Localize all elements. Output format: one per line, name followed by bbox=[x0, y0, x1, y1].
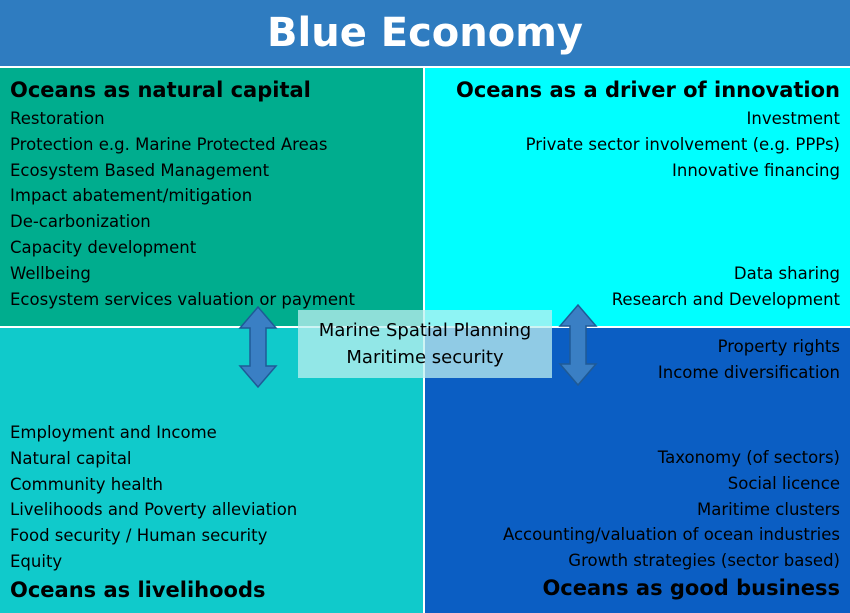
list-innovation-bottom: Data sharing Research and Development bbox=[612, 261, 840, 313]
list-item: Equity bbox=[10, 551, 63, 571]
diagram-title: Blue Economy bbox=[0, 0, 850, 68]
list-item: Income diversification bbox=[657, 362, 840, 382]
heading-business: Oceans as good business bbox=[542, 576, 840, 600]
list-item: Taxonomy (of sectors) bbox=[657, 448, 840, 467]
list-item: Wellbeing bbox=[10, 263, 91, 283]
center-shared-box: Marine Spatial Planning Maritime securit… bbox=[298, 310, 552, 378]
list-item: Research and Development bbox=[611, 289, 840, 309]
list-item: Employment and Income bbox=[10, 423, 217, 442]
list-item: Social licence bbox=[727, 473, 840, 493]
list-innovation-top: Investment Private sector involvement (e… bbox=[526, 106, 840, 183]
list-item: Impact abatement/mitigation bbox=[10, 186, 253, 206]
heading-innovation: Oceans as a driver of innovation bbox=[456, 78, 840, 102]
list-item: Accounting/valuation of ocean industries bbox=[502, 525, 840, 545]
list-item: Livelihoods and Poverty alleviation bbox=[10, 500, 298, 520]
double-arrow-right-icon bbox=[558, 304, 598, 386]
center-line-maritime-security: Maritime security bbox=[346, 347, 504, 368]
list-item: Maritime clusters bbox=[697, 499, 840, 519]
list-item: Ecosystem services valuation or payment bbox=[10, 289, 355, 309]
list-natural-capital: Restoration Protection e.g. Marine Prote… bbox=[10, 106, 355, 312]
list-business-top: Property rights Income diversification bbox=[658, 334, 840, 386]
list-item: Property rights bbox=[717, 337, 840, 356]
quadrant-natural-capital: Oceans as natural capital Restoration Pr… bbox=[0, 68, 425, 328]
list-item: De-carbonization bbox=[10, 212, 151, 232]
center-line-marine-spatial-planning: Marine Spatial Planning bbox=[318, 320, 532, 341]
list-item: Growth strategies (sector based) bbox=[568, 551, 840, 571]
list-item: Investment bbox=[746, 109, 840, 128]
quadrant-innovation: Oceans as a driver of innovation Investm… bbox=[425, 68, 850, 328]
list-business-bottom: Taxonomy (of sectors) Social licence Mar… bbox=[503, 445, 840, 574]
heading-livelihoods: Oceans as livelihoods bbox=[10, 578, 266, 602]
list-item: Protection e.g. Marine Protected Areas bbox=[10, 134, 328, 154]
double-arrow-left-icon bbox=[238, 306, 278, 388]
list-item: Innovative financing bbox=[672, 160, 840, 180]
list-item: Private sector involvement (e.g. PPPs) bbox=[525, 134, 840, 154]
heading-natural-capital: Oceans as natural capital bbox=[10, 78, 311, 102]
list-item: Ecosystem Based Management bbox=[10, 160, 270, 180]
list-item: Data sharing bbox=[733, 264, 840, 283]
list-livelihoods: Employment and Income Natural capital Co… bbox=[10, 420, 297, 575]
list-item: Capacity development bbox=[10, 237, 197, 257]
list-item: Restoration bbox=[10, 109, 105, 128]
list-item: Community health bbox=[10, 474, 163, 494]
list-item: Natural capital bbox=[10, 448, 132, 468]
list-item: Food security / Human security bbox=[10, 526, 268, 546]
